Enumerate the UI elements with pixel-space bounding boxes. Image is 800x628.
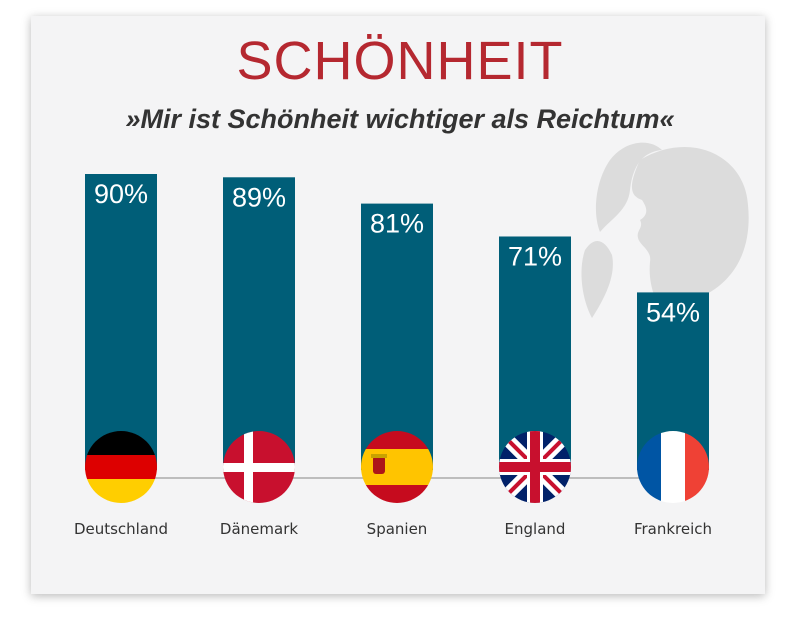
category-label: Spanien [367,520,428,538]
chart-title: SCHÖNHEIT [236,31,564,91]
value-label: 71% [508,241,562,271]
value-label: 54% [646,297,700,327]
value-label: 81% [370,209,424,239]
bar-spanien [361,203,433,470]
category-label: England [505,520,566,538]
value-label: 90% [94,179,148,209]
france-flag-icon [637,431,709,503]
chart-subtitle: »Mir ist Schönheit wichtiger als Reichtu… [125,104,675,134]
category-label: Frankreich [634,520,712,538]
category-label: Deutschland [74,520,168,538]
woman-silhouette-icon [581,142,749,328]
bar-dänemark [223,177,295,471]
bar-deutschland [85,174,157,470]
denmark-flag-icon [223,431,295,503]
category-label: Dänemark [220,520,298,538]
spain-flag-icon [361,431,433,503]
value-label: 89% [232,182,286,212]
germany-flag-icon [85,431,157,503]
uk-flag-icon [499,431,571,503]
